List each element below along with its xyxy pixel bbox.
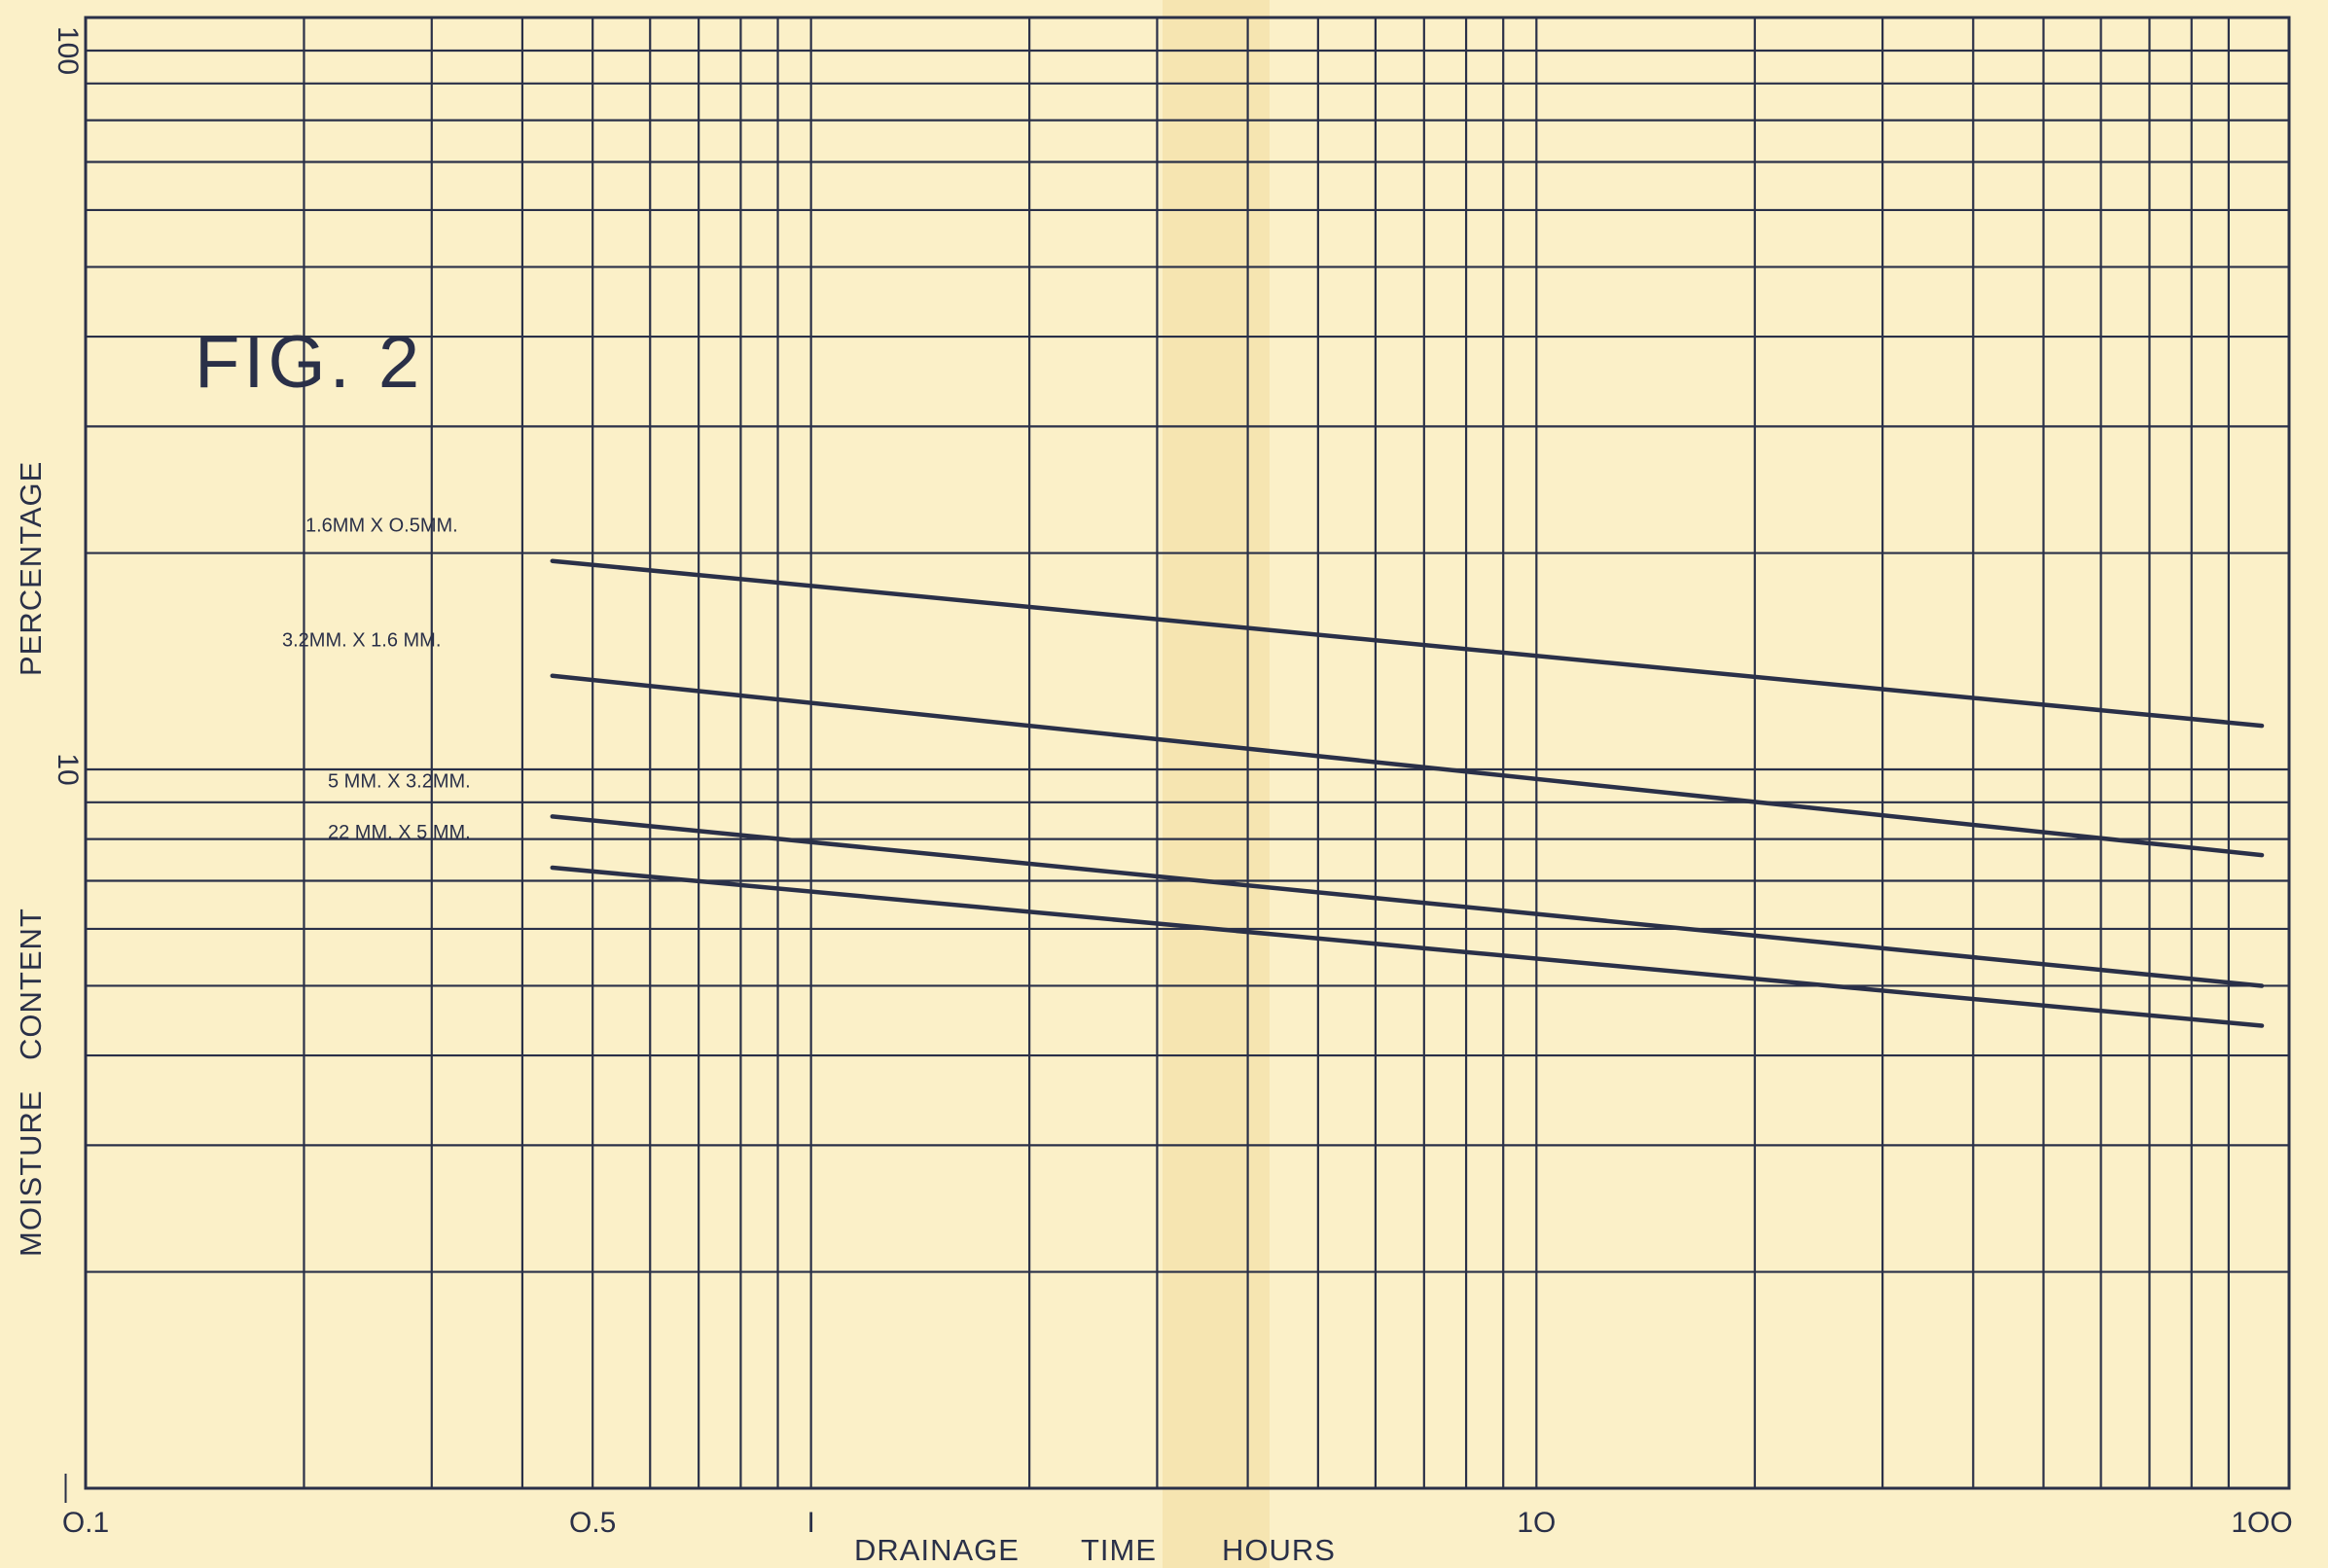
x-axis-label-word-2: TIME <box>1081 1533 1157 1567</box>
series-line-3 <box>550 814 2265 988</box>
paper-fold-shading <box>1163 0 1270 1568</box>
y-axis-label-word-3: PERCENTAGE <box>14 461 48 676</box>
grid <box>84 18 2289 1490</box>
series-labels: 1.6MM X O.5MM. 3.2MM. X 1.6 MM. 5 MM. X 3.… <box>282 516 471 843</box>
y-axis-label-word-2: CONTENT <box>14 908 48 1060</box>
x-axis-label-word-3: HOURS <box>1222 1533 1336 1567</box>
y-tick-label: 10 <box>52 753 84 785</box>
series-line-4 <box>550 865 2265 1028</box>
series-line-2 <box>550 673 2265 858</box>
x-axis-label-word-1: DRAINAGE <box>854 1533 1020 1567</box>
y-tick-label: — <box>52 1474 84 1503</box>
series-lines <box>550 558 2265 1028</box>
x-tick-label: 1O <box>1517 1507 1556 1539</box>
chart-title: FIG. 2 <box>195 321 423 404</box>
y-axis-label-word-1: MOISTURE <box>14 1089 48 1257</box>
plot-frame <box>84 16 2291 1490</box>
x-tick-label: 1OO <box>2231 1507 2292 1539</box>
x-tick-label: I <box>806 1507 814 1539</box>
series-label-1: 1.6MM X O.5MM. <box>305 516 458 537</box>
y-tick-label: 100 <box>52 26 84 75</box>
tick-labels: O.1 O.5 I 1O 1OO — 10 100 <box>52 26 2293 1539</box>
x-tick-label: O.1 <box>62 1507 109 1539</box>
series-line-1 <box>550 558 2265 729</box>
series-label-2: 3.2MM. X 1.6 MM. <box>282 630 441 652</box>
y-axis-label: MOISTURE CONTENT PERCENTAGE <box>14 461 48 1257</box>
series-label-4: 22 MM. X 5 MM. <box>328 822 471 843</box>
x-tick-label: O.5 <box>569 1507 616 1539</box>
series-label-3: 5 MM. X 3.2MM. <box>328 770 471 792</box>
x-axis-label: DRAINAGE TIME HOURS <box>854 1533 1336 1567</box>
